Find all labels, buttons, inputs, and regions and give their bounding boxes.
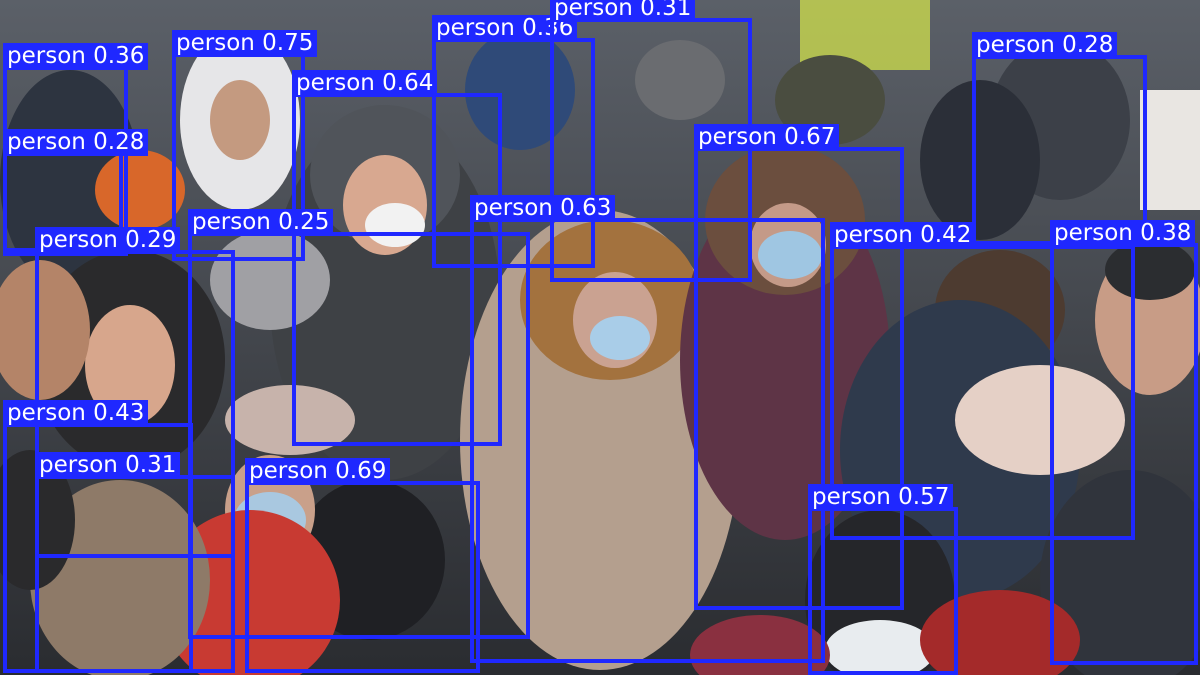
detection-box: person 0.31 bbox=[35, 452, 235, 673]
detection-box: person 0.38 bbox=[1050, 220, 1198, 665]
detection-box: person 0.29 bbox=[35, 227, 235, 558]
detection-label: person 0.38 bbox=[1050, 220, 1196, 247]
detection-label: person 0.28 bbox=[972, 32, 1118, 59]
detection-label: person 0.28 bbox=[3, 129, 149, 156]
detection-label: person 0.57 bbox=[808, 484, 954, 511]
detection-label: person 0.42 bbox=[830, 222, 976, 249]
detection-box: person 0.64 bbox=[292, 70, 502, 446]
detection-box: person 0.63 bbox=[470, 195, 825, 663]
detection-label: person 0.43 bbox=[3, 400, 149, 427]
detection-label: person 0.64 bbox=[292, 70, 438, 97]
detection-label: person 0.63 bbox=[470, 195, 616, 222]
detection-box: person 0.75 bbox=[172, 30, 318, 261]
detection-box: person 0.28 bbox=[3, 129, 149, 252]
detection-label: person 0.25 bbox=[188, 209, 334, 236]
detection-box: person 0.28 bbox=[972, 32, 1147, 245]
detection-box: person 0.42 bbox=[830, 222, 1135, 540]
detection-box: person 0.69 bbox=[245, 458, 480, 673]
detection-label: person 0.29 bbox=[35, 227, 181, 254]
detection-label: person 0.67 bbox=[694, 124, 840, 151]
detection-label: person 0.31 bbox=[35, 452, 181, 479]
detection-box: person 0.36 bbox=[3, 43, 149, 256]
detection-label: person 0.75 bbox=[172, 30, 318, 57]
detection-box: person 0.67 bbox=[694, 124, 904, 610]
detection-label: person 0.31 bbox=[550, 0, 696, 22]
detection-label: person 0.36 bbox=[3, 43, 149, 70]
detection-label: person 0.69 bbox=[245, 458, 391, 485]
detection-box: person 0.57 bbox=[808, 484, 958, 675]
